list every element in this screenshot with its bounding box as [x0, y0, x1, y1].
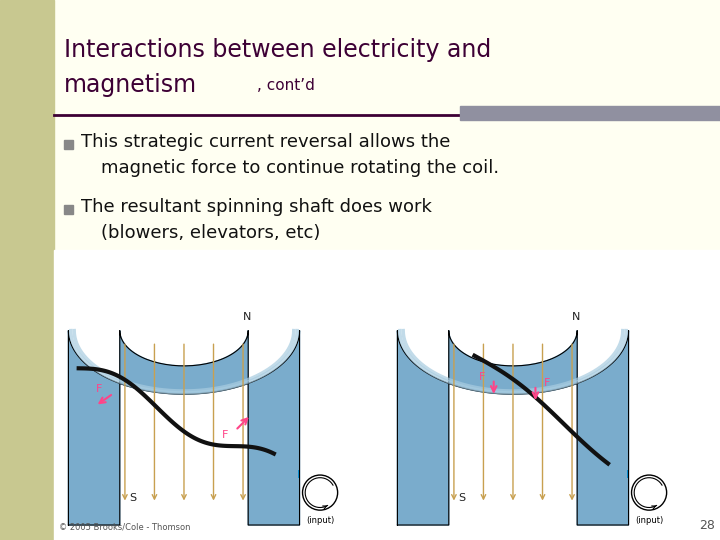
Text: magnetism: magnetism: [64, 73, 197, 97]
Text: (blowers, elevators, etc): (blowers, elevators, etc): [101, 224, 320, 242]
Polygon shape: [397, 330, 629, 525]
Text: (input): (input): [635, 516, 663, 525]
Text: © 2005 Brooks/Cole - Thomson: © 2005 Brooks/Cole - Thomson: [59, 523, 191, 532]
Text: , cont’d: , cont’d: [257, 78, 315, 92]
Text: N: N: [243, 312, 252, 322]
Text: I: I: [626, 470, 629, 480]
Bar: [460, 106, 720, 120]
Text: N: N: [572, 312, 581, 322]
Text: The resultant spinning shaft does work: The resultant spinning shaft does work: [81, 198, 432, 216]
Text: F: F: [544, 378, 551, 388]
Bar: [64, 205, 73, 214]
Text: F: F: [96, 384, 102, 394]
Bar: [0, 0, 54, 540]
Bar: [64, 140, 73, 149]
Text: (input): (input): [306, 516, 334, 525]
Text: S: S: [458, 493, 465, 503]
Text: This strategic current reversal allows the: This strategic current reversal allows t…: [81, 133, 451, 151]
Text: magnetic force to continue rotating the coil.: magnetic force to continue rotating the …: [101, 159, 499, 177]
Text: F: F: [479, 372, 485, 382]
Text: F: F: [222, 429, 228, 440]
Text: Interactions between electricity and: Interactions between electricity and: [64, 38, 491, 62]
Text: 28: 28: [699, 519, 715, 532]
Text: S: S: [129, 493, 136, 503]
Polygon shape: [68, 330, 300, 525]
Text: I: I: [297, 470, 300, 480]
Bar: [54, 250, 720, 540]
